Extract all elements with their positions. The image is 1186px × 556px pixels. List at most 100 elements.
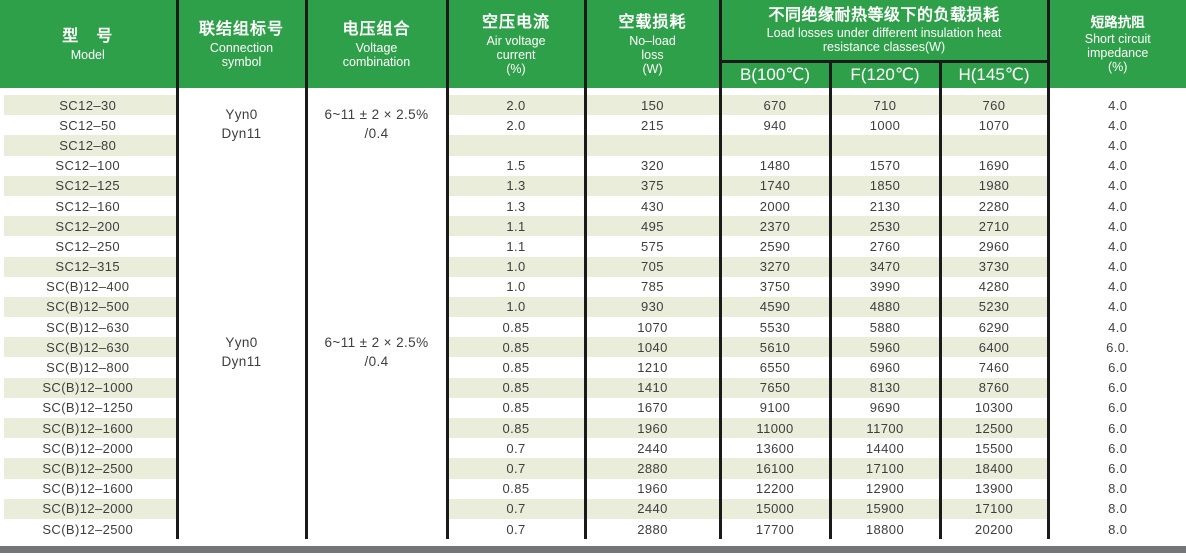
cell-air-current: 0.85 xyxy=(447,357,587,378)
cell-load-loss-f120: 2130 xyxy=(830,195,942,217)
cell-load-loss-f120: 6960 xyxy=(830,357,942,378)
col-header-connection-zh: 联结组标号 xyxy=(198,21,284,38)
bottom-divider-bar xyxy=(0,546,1186,553)
cell-load-loss-h145: 2960 xyxy=(940,236,1050,257)
cell-air-current xyxy=(447,135,587,156)
table-row: SC(B)12–1250 0.85 1670 9100 9690 10300 6.0 xyxy=(0,397,1186,418)
col-header-connection-en: Connection symbol xyxy=(209,41,274,69)
cell-no-load: 785 xyxy=(585,276,722,297)
cell-no-load: 575 xyxy=(585,236,722,257)
cell-load-loss-f120: 2760 xyxy=(830,236,942,257)
cell-load-loss-b100: 15000 xyxy=(720,498,832,519)
cell-model: SC12–125 xyxy=(0,175,179,196)
col-header-air-current-zh: 空压电流 xyxy=(481,14,550,31)
cell-air-current: 0.7 xyxy=(447,438,587,459)
col-header-connection: 联结组标号 Connection symbol xyxy=(177,0,308,88)
cell-no-load: 1410 xyxy=(585,377,722,398)
cell-model: SC(B)12–500 xyxy=(0,296,179,318)
cell-load-loss-b100: 5530 xyxy=(720,317,832,338)
cell-load-loss-h145: 760 xyxy=(940,95,1050,116)
cell-load-loss-b100: 6550 xyxy=(720,357,832,378)
cell-no-load: 1960 xyxy=(585,418,722,439)
col-header-no-load: 空载损耗 No–load loss (W) xyxy=(585,0,722,88)
cell-load-loss-b100 xyxy=(720,135,832,156)
cell-load-loss-h145: 1980 xyxy=(940,175,1050,196)
cell-impedance: 6.0 xyxy=(1048,438,1186,459)
col-header-impedance: 短路抗阻 Short circuit impedance (%) xyxy=(1048,0,1186,88)
connection-symbol-group-1: Yyn0 Dyn11 xyxy=(221,107,262,141)
cell-load-loss-f120: 710 xyxy=(830,95,942,116)
cell-load-loss-b100: 13600 xyxy=(720,438,832,459)
col-header-model-en: Model xyxy=(70,48,105,62)
table-body: SC12–30 Yyn0 Dyn11 Yyn0 Dyn11 6~11 ± 2 × 2.… xyxy=(0,88,1186,540)
cell-load-loss-b100: 2000 xyxy=(720,195,832,217)
cell-impedance: 6.0. xyxy=(1048,337,1186,358)
table-header: 型 号 Model 联结组标号 Connection symbol 电压组合 V… xyxy=(0,0,1186,88)
cell-air-current: 0.85 xyxy=(447,317,587,338)
cell-load-loss-f120: 1000 xyxy=(830,115,942,136)
cell-no-load: 320 xyxy=(585,155,722,176)
cell-load-loss-h145: 6290 xyxy=(940,317,1050,338)
col-header-class-f120: F(120℃) xyxy=(830,61,942,88)
col-header-voltage-zh: 电压组合 xyxy=(342,21,411,38)
col-header-air-current: 空压电流 Air voltage current (%) xyxy=(447,0,587,88)
cell-impedance: 4.0 xyxy=(1048,276,1186,297)
cell-load-loss-b100: 1740 xyxy=(720,175,832,196)
cell-load-loss-f120 xyxy=(830,135,942,156)
table-row: SC(B)12–1000 0.85 1410 7650 8130 8760 6.0 xyxy=(0,377,1186,398)
col-header-no-load-en: No–load loss (W) xyxy=(629,34,676,76)
cell-load-loss-h145 xyxy=(940,135,1050,156)
cell-model: SC12–100 xyxy=(0,155,179,176)
cell-load-loss-h145: 10300 xyxy=(940,397,1050,418)
cell-model: SC(B)12–800 xyxy=(0,357,179,378)
cell-load-loss-b100: 940 xyxy=(720,115,832,136)
cell-load-loss-f120: 3990 xyxy=(830,276,942,297)
cell-no-load: 1210 xyxy=(585,357,722,378)
cell-load-loss-h145: 2710 xyxy=(940,216,1050,237)
cell-load-loss-f120: 2530 xyxy=(830,216,942,237)
cell-air-current: 1.3 xyxy=(447,175,587,196)
table-row: SC(B)12–630 0.85 1040 5610 5960 6400 6.0. xyxy=(0,337,1186,358)
cell-model: SC(B)12–1600 xyxy=(0,478,179,499)
cell-load-loss-b100: 1480 xyxy=(720,155,832,176)
cell-load-loss-f120: 1570 xyxy=(830,155,942,176)
cell-load-loss-b100: 12200 xyxy=(720,478,832,499)
col-header-voltage: 电压组合 Voltage combination xyxy=(306,0,449,88)
cell-load-loss-b100: 16100 xyxy=(720,458,832,479)
cell-load-loss-f120: 17100 xyxy=(830,458,942,479)
cell-load-loss-f120: 3470 xyxy=(830,256,942,277)
table-row: SC(B)12–1600 0.85 1960 12200 12900 13900 8.0 xyxy=(0,478,1186,499)
col-header-load-losses-zh: 不同绝缘耐热等级下的负载损耗 xyxy=(768,6,1000,24)
cell-no-load: 1670 xyxy=(585,397,722,418)
cell-load-loss-b100: 17700 xyxy=(720,518,832,540)
cell-model: SC(B)12–1250 xyxy=(0,397,179,418)
cell-load-loss-h145: 1690 xyxy=(940,155,1050,176)
cell-air-current: 0.85 xyxy=(447,337,587,358)
cell-impedance: 6.0 xyxy=(1048,418,1186,439)
cell-model: SC(B)12–630 xyxy=(0,317,179,338)
cell-load-loss-b100: 2590 xyxy=(720,236,832,257)
cell-no-load: 2440 xyxy=(585,498,722,519)
cell-load-loss-f120: 18800 xyxy=(830,518,942,540)
cell-load-loss-h145: 8760 xyxy=(940,377,1050,398)
table-row: SC(B)12–2500 0.7 2880 17700 18800 20200 8.0 xyxy=(0,518,1186,540)
col-header-class-b100: B(100℃) xyxy=(720,61,832,88)
cell-load-loss-b100: 5610 xyxy=(720,337,832,358)
cell-load-loss-b100: 670 xyxy=(720,95,832,116)
cell-impedance: 8.0 xyxy=(1048,478,1186,499)
cell-impedance: 6.0 xyxy=(1048,377,1186,398)
cell-no-load: 375 xyxy=(585,175,722,196)
table-row: SC(B)12–800 0.85 1210 6550 6960 7460 6.0 xyxy=(0,357,1186,378)
table-row: SC12–50 2.0 215 940 1000 1070 4.0 xyxy=(0,115,1186,136)
cell-load-loss-h145: 6400 xyxy=(940,337,1050,358)
connection-symbol-column: Yyn0 Dyn11 Yyn0 Dyn11 xyxy=(177,95,308,540)
cell-no-load: 2880 xyxy=(585,458,722,479)
cell-impedance: 4.0 xyxy=(1048,155,1186,176)
table-row: SC12–315 1.0 705 3270 3470 3730 4.0 xyxy=(0,256,1186,277)
cell-load-loss-f120: 4880 xyxy=(830,296,942,318)
table-row: SC12–160 1.3 430 2000 2130 2280 4.0 xyxy=(0,195,1186,217)
cell-load-loss-b100: 7650 xyxy=(720,377,832,398)
cell-no-load xyxy=(585,135,722,156)
cell-no-load: 930 xyxy=(585,296,722,318)
